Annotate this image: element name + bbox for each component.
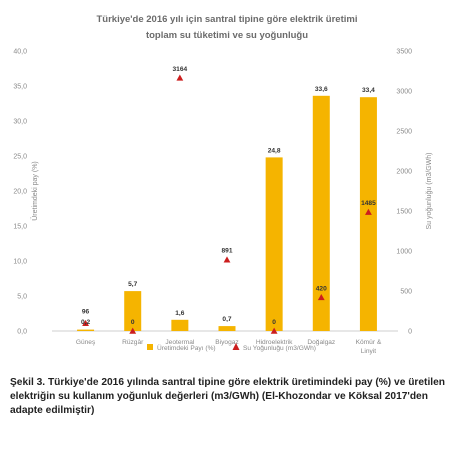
su-data-label: 0 [272,319,276,326]
chart: Türkiye'de 2016 yılı için santral tipine… [13,14,433,355]
y-tick-label: 30,0 [13,119,27,126]
bar-data-label: 5,7 [128,281,137,288]
x-tick-label: Güneş [76,339,96,346]
bar-data-label: 33,4 [362,87,375,94]
y-tick-label: 5,0 [17,294,27,301]
bar [171,319,189,331]
x-tick-label: Jeotermal [165,339,194,346]
y2-tick-label: 1500 [396,209,412,216]
y2-tick-label: 2500 [396,129,412,136]
bar-data-label: 0,7 [222,316,231,323]
su-marker [82,319,89,327]
su-data-label: 96 [82,308,90,315]
y2-tick-label: 2000 [396,169,412,176]
su-marker [129,327,137,334]
su-data-label: 891 [221,248,232,255]
chart-title: Türkiye'de 2016 yılı için santral tipine… [97,14,358,25]
y2-tick-label: 500 [400,289,412,296]
x-tick-label: Biyogaz [215,339,238,346]
y-tick-label: 0,0 [17,329,27,336]
su-data-label: 420 [316,285,327,292]
su-marker [317,294,325,301]
x-tick-label: Doğalgaz [307,339,335,346]
y2-tick-label: 3500 [396,49,412,56]
x-tick-label: Rüzgâr [122,339,144,346]
bar [312,95,330,331]
su-data-label: 1485 [361,200,376,207]
y-tick-label: 25,0 [13,154,27,161]
bar [77,329,95,331]
y2-tick-label: 1000 [396,249,412,256]
bar-data-label: 24,8 [268,147,281,154]
su-marker [223,256,231,263]
x-tick-label: Linyit [361,348,377,355]
su-marker [270,327,278,334]
bar-data-label: 33,6 [315,86,328,93]
legend-swatch-marker [232,343,240,350]
y2-tick-label: 0 [408,329,412,336]
x-tick-label: Kömür & [356,339,382,346]
x-tick-label: Hidroelektrik [256,339,293,346]
figure-caption: Şekil 3. Türkiye'de 2016 yılında santral… [10,377,445,416]
y2-tick-label: 3000 [396,89,412,96]
su-marker [365,208,372,215]
y-tick-label: 15,0 [13,224,27,231]
bar [124,291,142,331]
legend-swatch-bar [147,344,153,350]
su-data-label: 0 [131,319,135,326]
y-tick-label: 40,0 [13,49,27,56]
bar-data-label: 1,6 [175,310,184,317]
bar [218,326,236,331]
bar-data-label: 0,2 [81,319,90,326]
y-tick-label: 35,0 [13,84,27,91]
y-tick-label: 20,0 [13,189,27,196]
su-marker [176,74,184,81]
chart-subtitle: toplam su tüketimi ve su yoğunluğu [146,30,308,41]
bar [265,157,283,331]
legend-label-bar: Üretimdeki Payı (%) [157,344,216,352]
legend-label-marker: Su Yoğunluğu (m3/GWh) [243,345,316,352]
su-data-label: 3164 [173,66,188,73]
y-tick-label: 10,0 [13,259,27,266]
y2-axis-label: Su yoğunluğu (m3/GWh) [426,152,433,229]
y-axis-label: Üretimdeki pay (%) [31,161,39,221]
